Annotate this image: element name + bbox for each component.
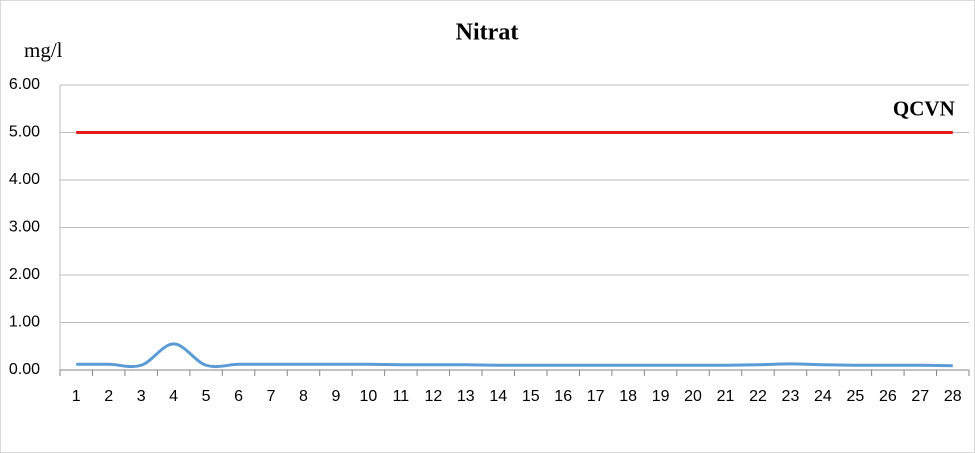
x-tick-label: 28 — [944, 388, 962, 405]
x-tick-label: 8 — [299, 388, 308, 405]
x-tick-label: 9 — [331, 388, 340, 405]
x-tick-label: 20 — [684, 388, 702, 405]
x-tick-label: 22 — [749, 388, 767, 405]
x-tick-label: 11 — [393, 388, 410, 405]
x-tick-label: 6 — [234, 388, 243, 405]
y-tick-label: 1.00 — [9, 314, 40, 331]
x-tick-label: 21 — [717, 388, 735, 405]
x-tick-label: 19 — [652, 388, 670, 405]
x-tick-label: 4 — [169, 388, 178, 405]
x-tick-label: 7 — [267, 388, 276, 405]
x-tick-label: 27 — [911, 388, 929, 405]
x-tick-label: 16 — [554, 388, 572, 405]
x-tick-label: 13 — [457, 388, 475, 405]
x-tick-label: 3 — [137, 388, 146, 405]
x-tick-label: 15 — [522, 388, 540, 405]
data-line — [76, 342, 953, 369]
series-label: QCVN — [893, 96, 955, 120]
x-tick-label: 18 — [619, 388, 637, 405]
y-tick-label: 6.00 — [9, 76, 40, 93]
y-tick-label: 3.00 — [9, 219, 40, 236]
y-tick-label: 0.00 — [9, 361, 40, 378]
y-axis-label: mg/l — [24, 38, 63, 62]
x-tick-label: 2 — [104, 388, 113, 405]
x-tick-label: 1 — [72, 388, 81, 405]
x-tick-label: 25 — [846, 388, 864, 405]
x-tick-label: 5 — [202, 388, 211, 405]
y-tick-label: 2.00 — [9, 266, 40, 283]
x-tick-label: 10 — [360, 388, 378, 405]
x-tick-label: 26 — [879, 388, 897, 405]
x-tick-label: 17 — [587, 388, 605, 405]
y-tick-label: 4.00 — [9, 171, 40, 188]
x-tick-label: 12 — [424, 388, 442, 405]
x-tick-label: 24 — [814, 388, 832, 405]
y-tick-label: 5.00 — [9, 124, 40, 141]
x-tick-label: 14 — [489, 388, 507, 405]
chart-title: Nitrat — [456, 20, 519, 46]
x-tick-label: 23 — [782, 388, 800, 405]
